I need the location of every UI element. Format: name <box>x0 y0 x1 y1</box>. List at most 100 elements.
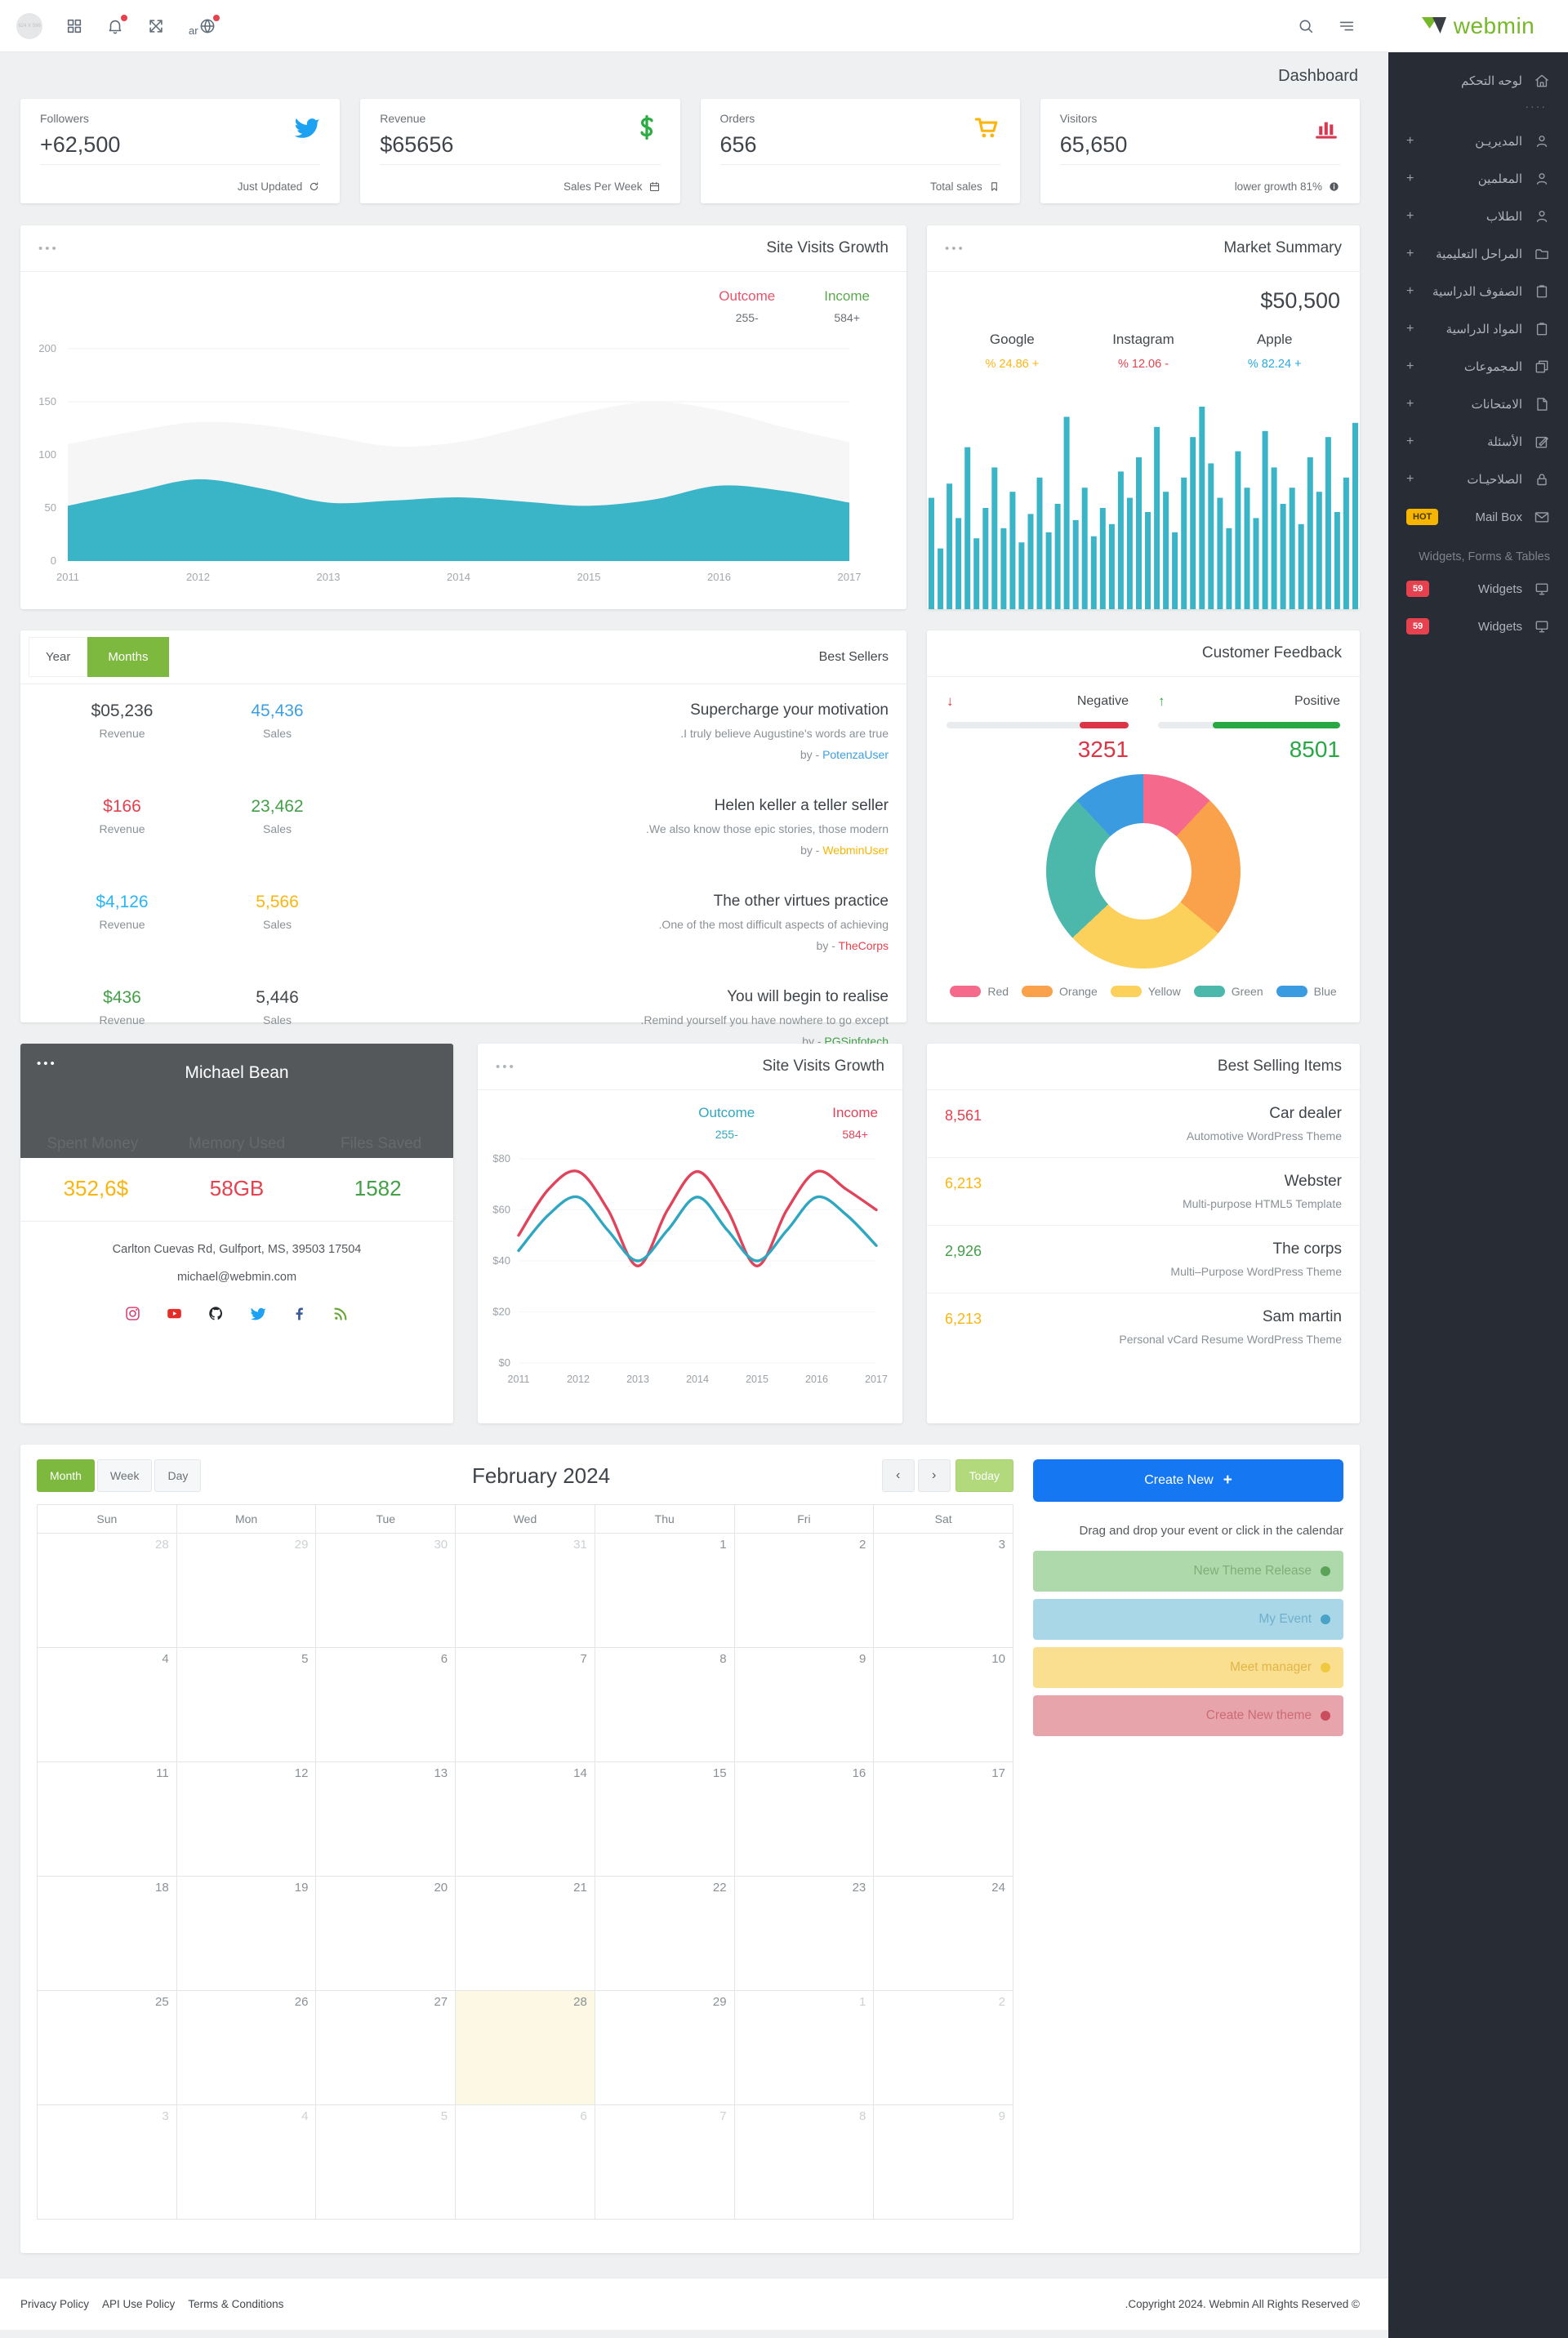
calendar-cell[interactable]: 1 <box>734 1991 875 2105</box>
grid-icon[interactable] <box>65 17 83 35</box>
calendar-cell[interactable]: 25 <box>38 1991 177 2105</box>
card-menu-icon[interactable]: ••• <box>945 241 965 256</box>
calendar-cell[interactable]: 7 <box>595 2105 735 2220</box>
sidebar-item-user[interactable]: + المديريـن <box>1388 122 1568 160</box>
expand-plus-icon[interactable]: + <box>1406 209 1414 223</box>
calendar-cell[interactable]: 9 <box>874 2105 1013 2220</box>
info-icon[interactable] <box>1328 180 1340 193</box>
footer-link[interactable]: API Use Policy <box>102 2298 176 2310</box>
refresh-icon[interactable] <box>308 180 320 193</box>
expand-plus-icon[interactable]: + <box>1406 359 1414 373</box>
footer-link[interactable]: Privacy Policy <box>20 2298 90 2310</box>
youtube-icon[interactable] <box>166 1305 183 1322</box>
expand-plus-icon[interactable]: + <box>1406 472 1414 486</box>
calendar-cell[interactable]: 29 <box>176 1534 317 1648</box>
avatar[interactable]: 624 X 596 <box>16 12 42 39</box>
calendar-cell[interactable]: 1 <box>595 1534 735 1648</box>
sidebar-item-mail[interactable]: HOT Mail Box <box>1388 498 1568 536</box>
footer-link[interactable]: Terms & Conditions <box>188 2298 284 2310</box>
draggable-event-pill[interactable]: My Event <box>1033 1599 1343 1640</box>
calendar-cell[interactable]: 5 <box>316 2105 457 2220</box>
sidebar-item-home[interactable]: لوحه التحكم <box>1388 62 1568 100</box>
brand-logo[interactable]: webmin <box>1388 0 1568 52</box>
calendar-cell[interactable]: 6 <box>316 1648 457 1762</box>
calendar-cell[interactable]: 3 <box>38 2105 177 2220</box>
calendar-cell[interactable]: 29 <box>595 1991 735 2105</box>
search-icon[interactable] <box>1297 17 1315 35</box>
github-icon[interactable] <box>207 1305 225 1322</box>
calendar-cell[interactable]: 8 <box>734 2105 875 2220</box>
sidebar-item-folder[interactable]: + المراحل التعليمية <box>1388 235 1568 273</box>
calendar-cell[interactable]: 15 <box>595 1762 735 1877</box>
calendar-cell[interactable]: 2 <box>734 1534 875 1648</box>
calendar-prev-button[interactable]: ‹ <box>881 1459 915 1492</box>
calendar-cell[interactable]: 19 <box>176 1877 317 1991</box>
calendar-cell[interactable]: 4 <box>176 2105 317 2220</box>
card-menu-icon[interactable]: ••• <box>496 1059 516 1074</box>
rss-icon[interactable] <box>332 1305 350 1322</box>
card-menu-icon[interactable]: ••• <box>38 241 59 256</box>
expand-plus-icon[interactable]: + <box>1406 434 1414 448</box>
best-selling-item-row[interactable]: 6,213 Webster Multi-purpose HTML5 Template <box>927 1158 1360 1226</box>
calendar-cell[interactable]: 30 <box>316 1534 457 1648</box>
calendar-cell[interactable]: 14 <box>456 1762 595 1877</box>
calendar-cell[interactable]: 6 <box>456 2105 595 2220</box>
calendar-cell[interactable]: 5 <box>176 1648 317 1762</box>
expand-plus-icon[interactable]: + <box>1406 171 1414 185</box>
toggle-months-button[interactable]: Months <box>87 637 169 677</box>
calendar-cell[interactable]: 26 <box>176 1991 317 2105</box>
sidebar-item-lock[interactable]: + الصلاحيـات <box>1388 461 1568 498</box>
expand-plus-icon[interactable]: + <box>1406 247 1414 261</box>
calendar-cell[interactable]: 9 <box>734 1648 875 1762</box>
globe-icon[interactable]: ar <box>188 14 220 36</box>
expand-plus-icon[interactable]: + <box>1406 397 1414 411</box>
draggable-event-pill[interactable]: Create New theme <box>1033 1695 1343 1736</box>
calendar-cell[interactable]: 23 <box>734 1877 875 1991</box>
calendar-icon[interactable] <box>648 180 661 193</box>
calendar-view-month-button[interactable]: Month <box>37 1459 95 1492</box>
author-link[interactable]: WebminUser <box>822 844 889 857</box>
calendar-cell[interactable]: 17 <box>874 1762 1013 1877</box>
sidebar-item-clipboard[interactable]: + المواد الدراسية <box>1388 310 1568 348</box>
sidebar-item-user[interactable]: + الطلاب <box>1388 198 1568 235</box>
calendar-view-day-button[interactable]: Day <box>154 1459 202 1492</box>
calendar-cell[interactable]: 21 <box>456 1877 595 1991</box>
expand-icon[interactable] <box>147 17 165 35</box>
calendar-cell[interactable]: 28 <box>38 1534 177 1648</box>
calendar-cell[interactable]: 16 <box>734 1762 875 1877</box>
best-selling-item-row[interactable]: 8,561 Car dealer Automotive WordPress Them… <box>927 1090 1360 1158</box>
expand-plus-icon[interactable]: + <box>1406 134 1414 148</box>
best-selling-item-row[interactable]: 6,213 Sam martin Personal vCard Resume Wor… <box>927 1294 1360 1360</box>
calendar-view-week-button[interactable]: Week <box>96 1459 153 1492</box>
sidebar-item-edit[interactable]: + الأسئلة <box>1388 423 1568 461</box>
sidebar-item-monitor[interactable]: 59 Widgets <box>1388 608 1568 645</box>
sidebar-item-clipboard[interactable]: + الصفوف الدراسية <box>1388 273 1568 310</box>
author-link[interactable]: PotenzaUser <box>822 748 889 761</box>
expand-plus-icon[interactable]: + <box>1406 322 1414 336</box>
calendar-today-button[interactable]: Today <box>955 1459 1013 1492</box>
create-new-button[interactable]: Create New + <box>1033 1459 1343 1502</box>
facebook-icon[interactable] <box>291 1305 308 1322</box>
calendar-cell[interactable]: 11 <box>38 1762 177 1877</box>
calendar-cell[interactable]: 18 <box>38 1877 177 1991</box>
calendar-cell[interactable]: 13 <box>316 1762 457 1877</box>
author-link[interactable]: TheCorps <box>838 939 889 952</box>
calendar-cell[interactable]: 12 <box>176 1762 317 1877</box>
draggable-event-pill[interactable]: New Theme Release <box>1033 1551 1343 1592</box>
best-selling-item-row[interactable]: 2,926 The corps Multi–Purpose WordPress Th… <box>927 1226 1360 1294</box>
calendar-cell[interactable]: 2 <box>874 1991 1013 2105</box>
twitter-icon[interactable] <box>249 1305 266 1322</box>
toggle-year-button[interactable]: Year <box>29 637 88 677</box>
calendar-cell-today[interactable]: 28 <box>456 1991 595 2105</box>
sidebar-item-copy[interactable]: + المجموعات <box>1388 348 1568 385</box>
bookmark-icon[interactable] <box>988 180 1000 193</box>
calendar-cell[interactable]: 10 <box>874 1648 1013 1762</box>
sidebar-item-file[interactable]: + الامتحانات <box>1388 385 1568 423</box>
calendar-cell[interactable]: 24 <box>874 1877 1013 1991</box>
calendar-cell[interactable]: 20 <box>316 1877 457 1991</box>
bell-icon[interactable] <box>106 14 127 35</box>
sidebar-item-user[interactable]: + المعلمين <box>1388 160 1568 198</box>
calendar-cell[interactable]: 7 <box>456 1648 595 1762</box>
menu-icon[interactable] <box>1338 17 1356 35</box>
calendar-cell[interactable]: 8 <box>595 1648 735 1762</box>
